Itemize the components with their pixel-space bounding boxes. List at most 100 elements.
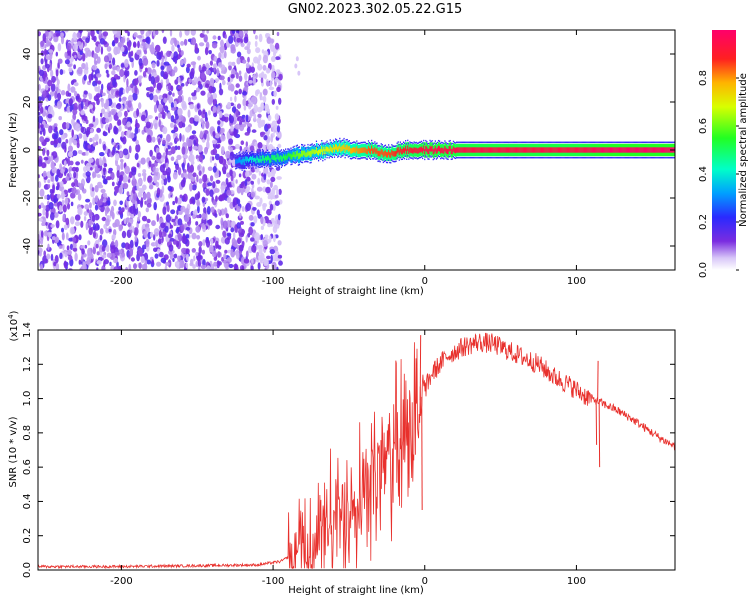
ridge-core xyxy=(304,150,306,157)
noise-speckle xyxy=(67,188,72,193)
ridge-core xyxy=(553,147,556,153)
noise-speckle xyxy=(90,30,95,38)
noise-speckle xyxy=(208,110,211,116)
ridge-core xyxy=(401,148,404,155)
noise-speckle xyxy=(128,145,132,154)
ridge-core xyxy=(481,147,484,153)
noise-speckle xyxy=(171,44,175,52)
ridge-core xyxy=(654,147,657,153)
noise-speckle xyxy=(270,176,276,183)
noise-speckle xyxy=(59,181,64,188)
ridge-core xyxy=(627,147,630,153)
noise-speckle xyxy=(88,219,93,226)
ridge-core xyxy=(491,147,493,153)
noise-speckle xyxy=(183,38,188,46)
ridge-core xyxy=(320,149,322,155)
ridge-core xyxy=(470,147,473,153)
noise-speckle xyxy=(124,165,130,175)
noise-speckle xyxy=(122,148,129,156)
noise-speckle xyxy=(67,255,73,261)
noise-speckle xyxy=(135,143,141,153)
noise-speckle xyxy=(184,208,190,215)
noise-speckle xyxy=(132,92,138,101)
ridge-core xyxy=(622,147,625,153)
ridge-core xyxy=(502,147,505,153)
noise-speckle xyxy=(263,147,267,153)
noise-speckle xyxy=(220,146,225,155)
y-tick-label: 20 xyxy=(22,96,33,109)
noise-speckle xyxy=(70,86,76,93)
noise-speckle xyxy=(215,240,219,249)
ridge-core xyxy=(475,147,477,153)
ridge-core xyxy=(567,147,570,153)
noise-speckle xyxy=(55,86,59,92)
noise-speckle xyxy=(127,31,130,37)
ridge-core xyxy=(248,157,251,162)
noise-speckle xyxy=(136,182,140,191)
noise-speckle xyxy=(220,127,224,133)
noise-speckle xyxy=(120,159,124,163)
noise-speckle xyxy=(112,66,118,71)
noise-speckle xyxy=(83,211,88,216)
noise-speckle xyxy=(42,128,46,137)
noise-speckle xyxy=(218,52,222,59)
ridge-core xyxy=(328,148,331,154)
noise-speckle xyxy=(105,118,109,124)
noise-speckle xyxy=(214,153,220,161)
noise-speckle xyxy=(220,39,224,48)
noise-speckle xyxy=(55,69,59,77)
noise-speckle xyxy=(94,204,99,211)
noise-speckle xyxy=(242,91,248,96)
ridge-core xyxy=(241,158,244,165)
noise-speckle xyxy=(79,50,84,56)
noise-speckle xyxy=(57,58,63,64)
noise-speckle xyxy=(141,129,145,135)
noise-speckle xyxy=(114,251,120,256)
noise-speckle xyxy=(113,266,119,270)
noise-speckle xyxy=(245,186,251,191)
noise-speckle xyxy=(167,185,173,192)
noise-speckle xyxy=(230,248,234,254)
ridge-core xyxy=(668,147,671,153)
ridge-core xyxy=(659,147,662,153)
noise-speckle xyxy=(89,167,93,171)
noise-speckle xyxy=(80,245,86,249)
noise-speckle xyxy=(115,103,122,110)
noise-speckle xyxy=(216,67,220,77)
noise-speckle xyxy=(221,70,224,74)
y-tick-label: 0 xyxy=(22,147,33,153)
ridge-core xyxy=(443,148,446,154)
noise-speckle xyxy=(58,245,63,250)
ridge-core xyxy=(565,147,568,153)
noise-speckle xyxy=(73,134,78,140)
noise-speckle xyxy=(40,40,45,47)
noise-speckle xyxy=(233,264,239,270)
noise-speckle xyxy=(149,44,154,53)
noise-speckle xyxy=(179,194,183,199)
noise-speckle xyxy=(72,113,77,121)
noise-speckle xyxy=(143,175,147,182)
ridge-core xyxy=(380,148,383,155)
noise-speckle xyxy=(38,122,41,129)
noise-speckle xyxy=(214,188,220,193)
noise-speckle xyxy=(162,163,166,169)
ridge-core xyxy=(588,147,591,153)
ridge-core xyxy=(500,147,503,153)
noise-speckle xyxy=(238,75,243,82)
noise-speckle xyxy=(122,182,129,190)
ridge-core xyxy=(607,147,610,153)
noise-speckle xyxy=(271,120,277,126)
noise-speckle xyxy=(98,43,101,49)
noise-speckle xyxy=(38,239,41,246)
noise-speckle xyxy=(257,63,263,71)
noise-speckle xyxy=(217,62,223,68)
noise-speckle xyxy=(63,160,67,167)
noise-speckle xyxy=(80,220,84,228)
ridge-core xyxy=(264,156,267,161)
noise-speckle xyxy=(223,233,227,238)
ridge-core xyxy=(505,147,508,153)
ridge-core xyxy=(665,147,667,153)
ridge-core xyxy=(431,145,434,152)
noise-speckle xyxy=(146,259,152,265)
noise-speckle xyxy=(242,98,247,107)
